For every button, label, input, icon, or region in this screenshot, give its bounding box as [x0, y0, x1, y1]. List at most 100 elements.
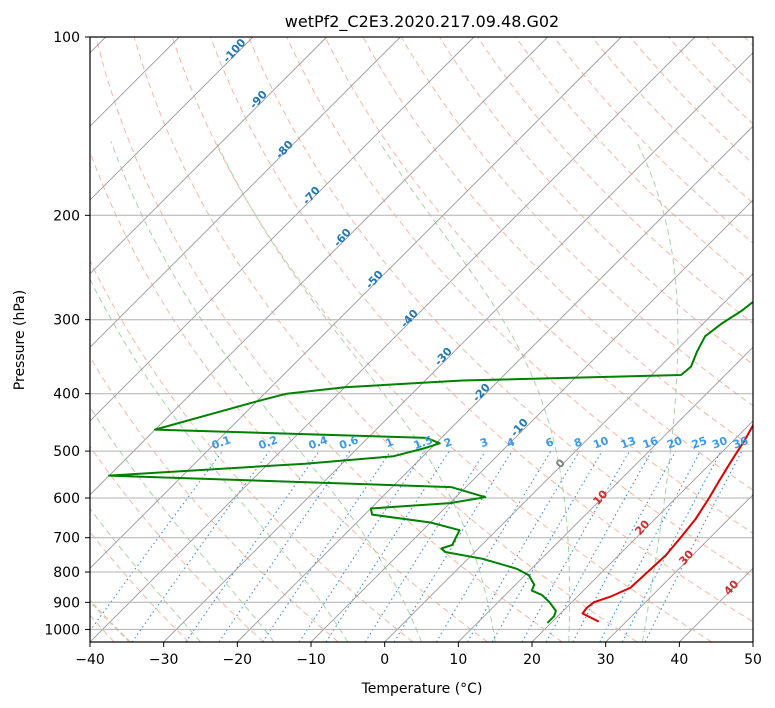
dewpoint-line	[108, 300, 753, 624]
y-tick-label: 700	[53, 531, 80, 547]
mixing-ratio-line	[185, 450, 320, 642]
profile-lines	[108, 300, 753, 624]
dry-adiabat	[706, 37, 753, 86]
mixing-ratio-label: 0.6	[338, 433, 361, 452]
dry-adiabat	[90, 531, 190, 642]
isotherm-label: -30	[432, 345, 455, 369]
mixing-ratio-line	[644, 450, 743, 642]
isotherm-label: 0	[553, 456, 568, 471]
mixing-ratio-line	[435, 450, 552, 642]
mixing-ratio-line	[90, 450, 223, 632]
isotherm	[384, 273, 753, 642]
background-lines	[90, 37, 753, 642]
chart-title: wetPf2_C2E3.2020.217.09.48.G02	[285, 12, 559, 32]
mixing-ratio-label: 3	[478, 435, 490, 450]
isotherm-label: 40	[721, 577, 741, 597]
mixing-ratio-label: 4	[505, 435, 517, 450]
isotherm-label: -50	[363, 268, 386, 292]
isotherm	[310, 199, 753, 642]
isotherm	[163, 52, 753, 642]
isotherm-label: -60	[331, 226, 354, 250]
y-tick-label: 200	[53, 208, 80, 224]
axis-ticks: −40 −30 −20 −10 0 10 20 30 40 5010020030040050060…	[44, 30, 762, 668]
x-tick-label: 50	[744, 652, 762, 668]
dry-adiabat	[515, 37, 753, 284]
isotherm-label: -40	[398, 307, 421, 331]
mixing-ratio-line	[572, 450, 677, 642]
temperature-line	[581, 423, 753, 623]
x-tick-label: 40	[670, 652, 688, 668]
x-tick-label: −40	[75, 652, 105, 668]
moist-adiabat	[90, 507, 201, 642]
isotherm-label: 20	[632, 517, 652, 537]
isotherm	[90, 37, 549, 496]
mixing-ratio-line	[364, 450, 486, 642]
moist-adiabat	[90, 406, 275, 642]
isotherm-label: -20	[470, 381, 493, 405]
mixing-ratio-line	[325, 450, 450, 642]
isotherm	[236, 125, 753, 642]
mixing-ratio-line	[467, 450, 580, 642]
mixing-ratio-label: 25	[690, 434, 709, 451]
x-tick-label: −20	[223, 652, 253, 668]
dry-adiabat	[477, 37, 753, 325]
dry-adiabat	[286, 37, 753, 534]
moist-adiabat	[215, 141, 496, 642]
dry-adiabat	[95, 37, 563, 642]
dry-adiabat	[90, 150, 488, 642]
mixing-ratio-label: 30	[710, 434, 729, 452]
isotherm-label: -80	[273, 138, 296, 162]
mixing-ratio-label: 0.1	[210, 433, 233, 452]
dry-adiabat	[90, 259, 414, 642]
mixing-ratio-label: 10	[591, 434, 610, 452]
mixing-ratio-line	[599, 450, 701, 642]
dry-adiabat	[133, 37, 638, 642]
dry-adiabat	[744, 37, 753, 47]
dry-adiabat	[438, 37, 753, 366]
y-tick-label: 400	[53, 387, 80, 403]
mixing-ratio-line	[218, 450, 351, 642]
x-tick-label: −10	[296, 652, 326, 668]
moist-adiabat	[635, 141, 679, 642]
isotherm	[90, 37, 328, 275]
mixing-ratio-label: 8	[572, 435, 584, 450]
mixing-ratio-label: 1.5	[412, 433, 435, 452]
x-tick-label: 20	[523, 652, 541, 668]
line-labels: 0.1 0.2 0.4 0.6 1 1.5 2 3 4 6 8 10 13 16 20 25 30 36-100-…	[210, 36, 751, 598]
dry-adiabat	[553, 37, 753, 244]
isotherm	[90, 37, 475, 422]
isotherm	[678, 567, 753, 642]
isotherm	[531, 420, 753, 642]
mixing-ratio-label: 1	[384, 435, 396, 450]
mixing-ratio-line	[298, 450, 425, 642]
isotherm-label: -100	[220, 36, 248, 65]
isotherm-label: 10	[590, 487, 610, 507]
y-tick-label: 900	[53, 595, 80, 611]
x-axis-label: Temperature (°C)	[361, 681, 483, 697]
x-tick-label: 0	[380, 652, 389, 668]
pressure-gridlines	[90, 36, 753, 630]
mixing-ratio-line	[262, 450, 392, 642]
isotherm	[457, 346, 753, 642]
y-tick-label: 600	[53, 491, 80, 507]
mixing-ratio-label: 2	[442, 435, 454, 450]
dry-adiabat	[90, 445, 264, 642]
isotherm-label: 30	[676, 547, 696, 567]
x-tick-label: 30	[597, 652, 615, 668]
y-tick-label: 500	[53, 444, 80, 460]
mixing-ratio-line	[393, 450, 513, 642]
y-tick-label: 100	[53, 30, 80, 46]
isotherm-label: -90	[247, 88, 270, 112]
mixing-ratio-line	[521, 450, 630, 642]
dry-adiabat	[210, 37, 753, 623]
y-axis-label: Pressure (hPa)	[12, 290, 28, 390]
dry-adiabat	[324, 37, 753, 491]
isotherm	[90, 37, 696, 642]
y-tick-label: 300	[53, 313, 80, 329]
mixing-ratio-label: 36	[731, 434, 750, 452]
y-tick-label: 800	[53, 565, 80, 581]
isotherm-label: -70	[300, 184, 323, 208]
isotherm	[90, 37, 401, 348]
mixing-ratio-label: 13	[619, 434, 638, 451]
